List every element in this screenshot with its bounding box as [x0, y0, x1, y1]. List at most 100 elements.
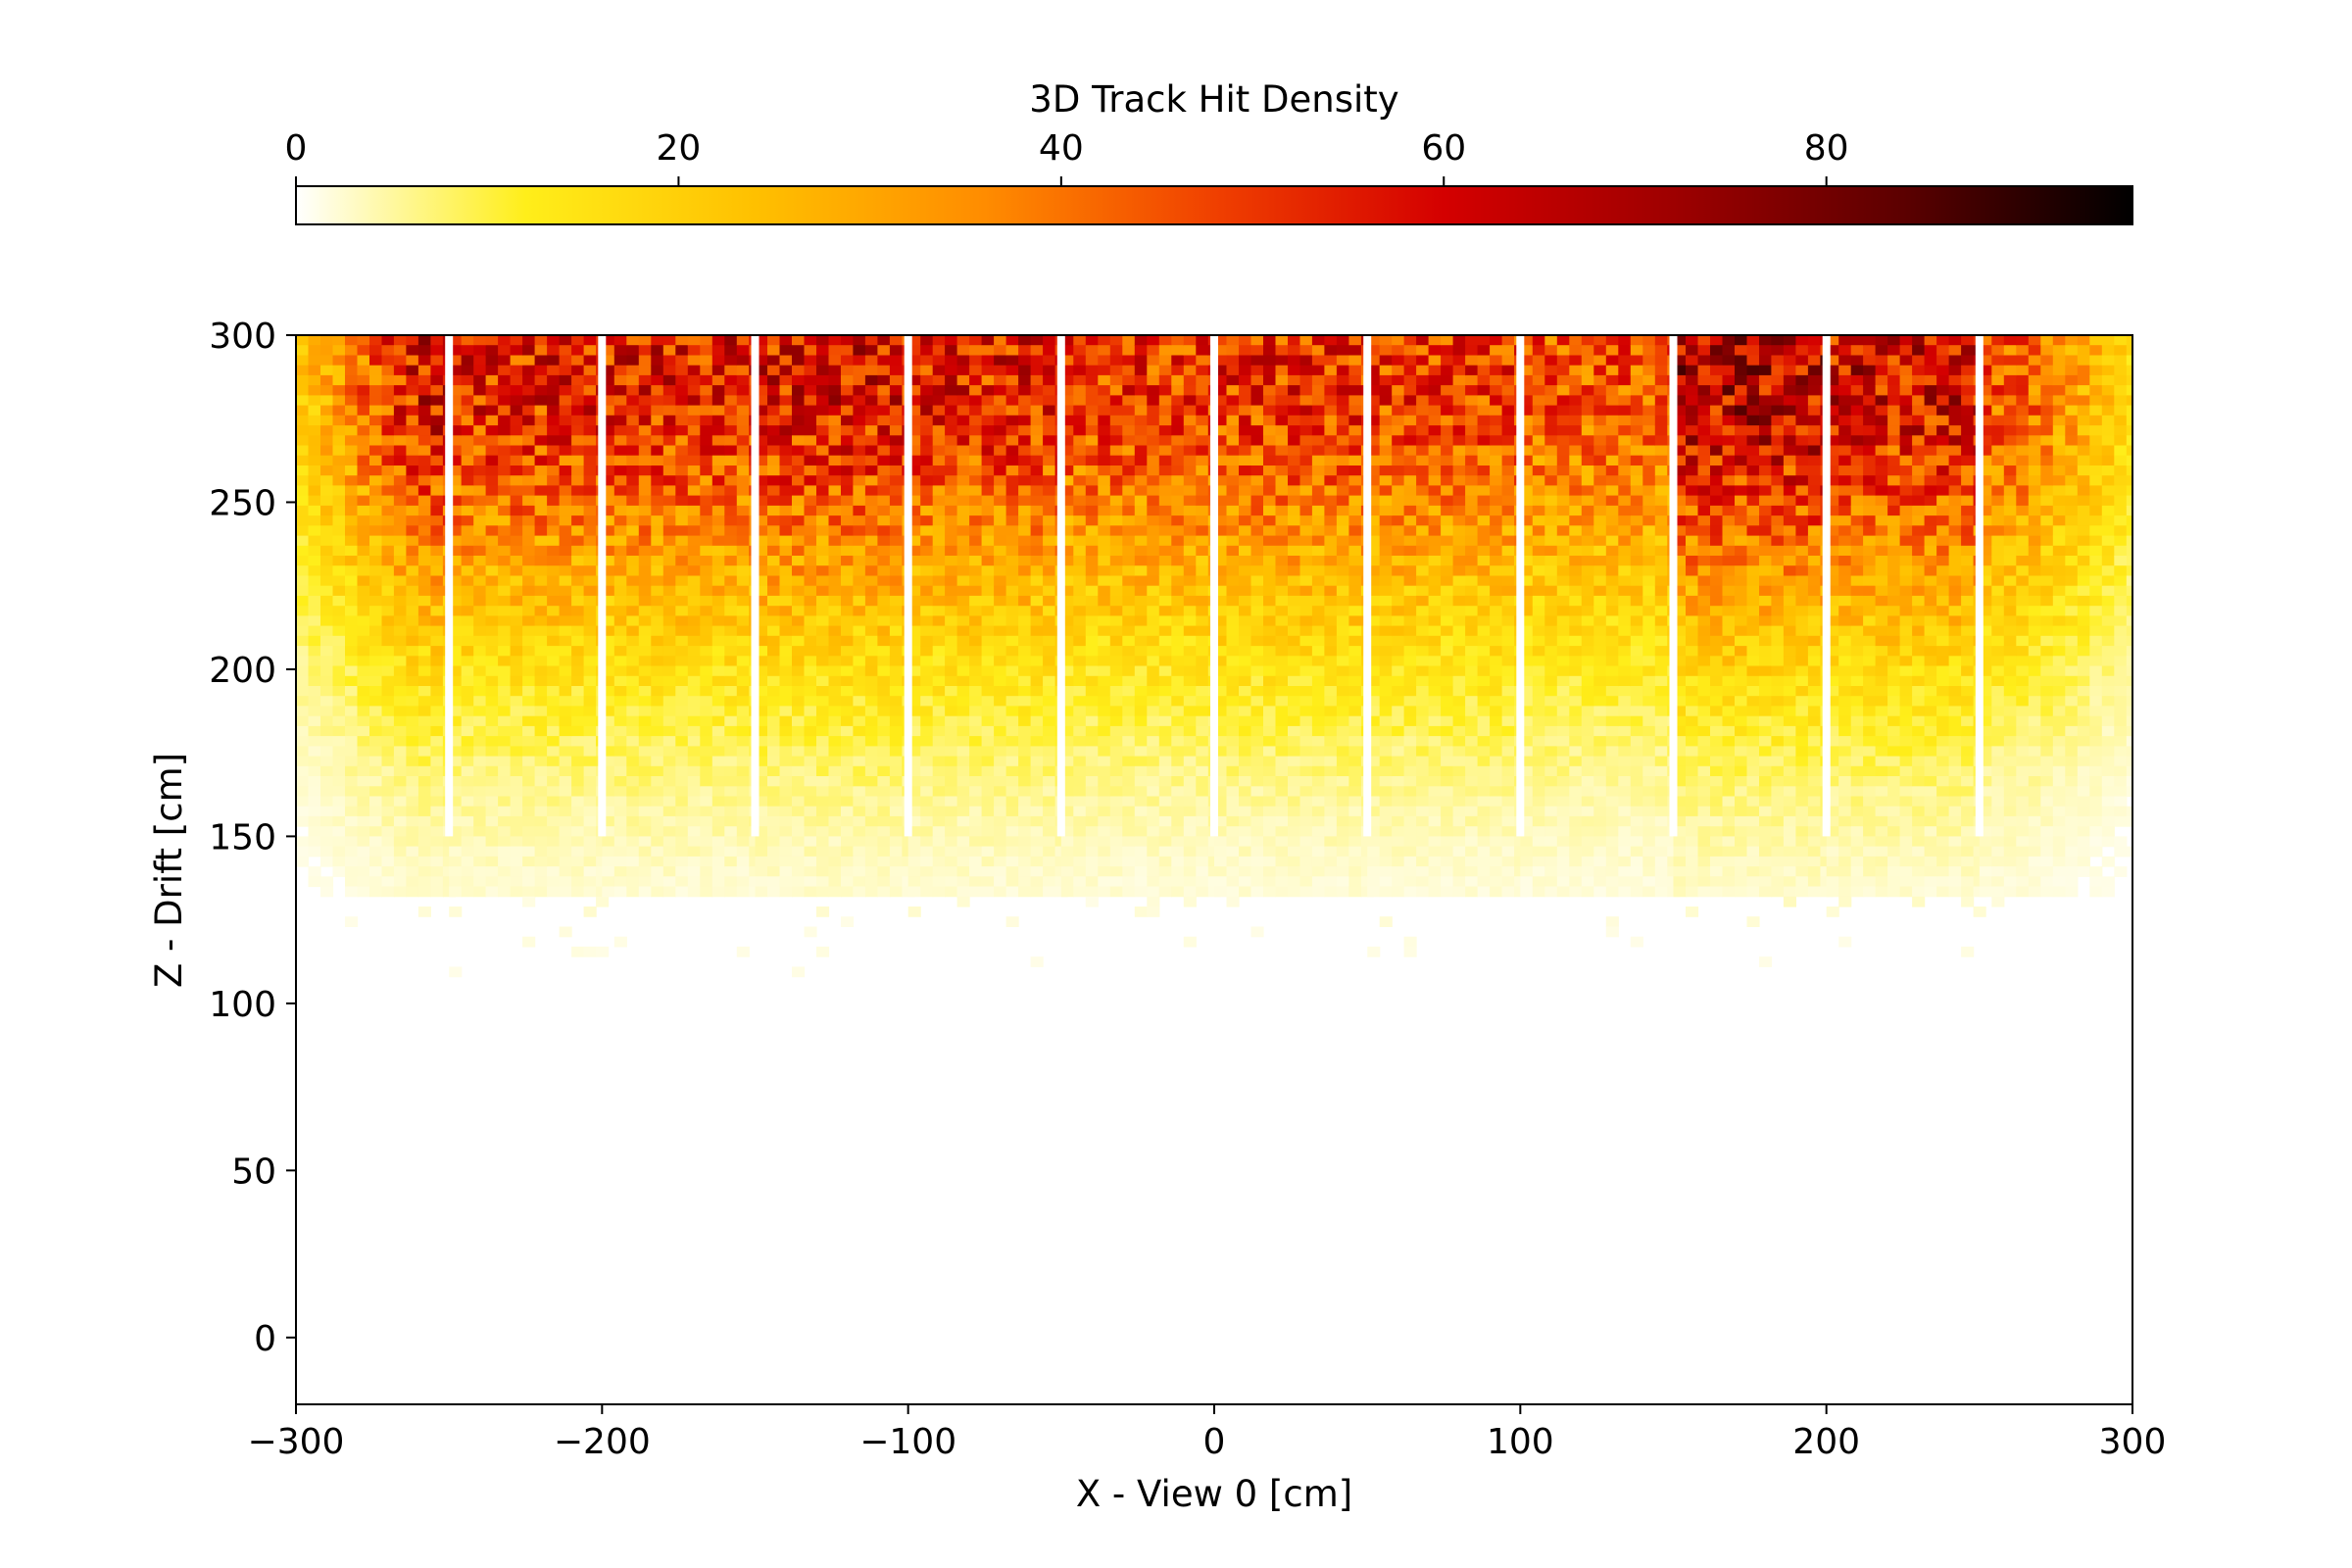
heatmap-cell — [907, 515, 921, 526]
heatmap-cell — [920, 455, 934, 466]
heatmap-cell — [417, 515, 431, 526]
heatmap-cell — [994, 656, 1007, 667]
heatmap-cell — [320, 556, 334, 566]
heatmap-cell — [981, 355, 995, 367]
heatmap-cell — [1109, 545, 1123, 557]
heatmap-cell — [1336, 646, 1349, 657]
heatmap-cell — [1214, 385, 1228, 396]
heatmap-cell — [1239, 746, 1252, 758]
heatmap-cell — [889, 505, 903, 516]
heatmap-cell — [1214, 535, 1228, 547]
heatmap-cell — [1183, 846, 1197, 858]
heatmap-cell — [779, 405, 793, 416]
heatmap-cell — [956, 876, 970, 888]
heatmap-cell — [816, 796, 830, 808]
heatmap-cell — [357, 665, 370, 677]
heatmap-cell — [1226, 686, 1240, 697]
heatmap-cell — [308, 826, 321, 837]
heatmap-cell — [994, 746, 1007, 758]
heatmap-cell — [522, 335, 536, 346]
heatmap-cell — [1239, 765, 1252, 777]
heatmap-cell — [828, 846, 842, 858]
heatmap-cell — [1158, 806, 1172, 817]
heatmap-cell — [417, 786, 431, 798]
heatmap-cell — [767, 515, 781, 526]
heatmap-cell — [662, 556, 676, 566]
heatmap-cell — [687, 876, 701, 888]
heatmap-cell — [816, 374, 830, 386]
heatmap-cell — [547, 675, 561, 687]
heatmap-cell — [1018, 866, 1032, 877]
heatmap-cell — [559, 565, 572, 576]
heatmap-cell — [461, 435, 474, 447]
heatmap-cell — [1336, 545, 1349, 557]
heatmap-cell — [1109, 385, 1123, 396]
heatmap-cell — [907, 556, 921, 566]
heatmap-cell — [853, 535, 866, 547]
heatmap-cell — [920, 615, 934, 627]
heatmap-cell — [332, 445, 346, 457]
heatmap-cell — [907, 545, 921, 557]
heatmap-cell — [828, 515, 842, 526]
heatmap-cell — [1311, 786, 1325, 798]
heatmap-cell — [841, 635, 855, 647]
heatmap-cell — [320, 565, 334, 576]
heatmap-cell — [345, 585, 359, 597]
heatmap-cell — [1263, 405, 1277, 416]
heatmap-cell — [1098, 796, 1111, 808]
heatmap-cell — [1263, 385, 1277, 396]
heatmap-cell — [662, 385, 676, 396]
heatmap-cell — [449, 876, 463, 888]
heatmap-cell — [547, 466, 561, 476]
heatmap-cell — [1147, 736, 1160, 747]
heatmap-cell — [583, 615, 597, 627]
heatmap-cell — [864, 706, 878, 717]
heatmap-cell — [320, 665, 334, 677]
heatmap-cell — [522, 896, 536, 907]
heatmap-cell — [308, 565, 321, 576]
heatmap-cell — [461, 466, 474, 476]
heatmap-cell — [853, 556, 866, 566]
heatmap-cell — [662, 475, 676, 486]
heatmap-cell — [1275, 886, 1289, 898]
heatmap-cell — [332, 696, 346, 707]
heatmap-cell — [461, 455, 474, 466]
heatmap-cell — [651, 355, 664, 367]
heatmap-cell — [1109, 595, 1123, 607]
heatmap-cell — [1311, 635, 1325, 647]
heatmap-cell — [369, 535, 383, 547]
heatmap-cell — [711, 374, 725, 386]
heatmap-cell — [755, 425, 768, 436]
heatmap-cell — [369, 405, 383, 416]
heatmap-cell — [1299, 765, 1313, 777]
heatmap-cell — [956, 656, 970, 667]
heatmap-cell — [357, 485, 370, 497]
heatmap-cell — [1085, 466, 1099, 476]
heatmap-cell — [1311, 565, 1325, 576]
heatmap-cell — [1299, 545, 1313, 557]
heatmap-cell — [687, 776, 701, 787]
heatmap-cell — [804, 826, 817, 837]
heatmap-cell — [1275, 445, 1289, 457]
heatmap-cell — [381, 395, 395, 407]
heatmap-cell — [1275, 466, 1289, 476]
heatmap-cell — [651, 345, 664, 356]
heatmap-cell — [828, 876, 842, 888]
heatmap-cell — [461, 756, 474, 767]
heatmap-cell — [1122, 585, 1136, 597]
heatmap-cell — [1122, 445, 1136, 457]
heatmap-cell — [583, 475, 597, 486]
heatmap-cell — [945, 886, 958, 898]
heatmap-cell — [920, 395, 934, 407]
heatmap-cell — [498, 445, 512, 457]
heatmap-cell — [1299, 686, 1313, 697]
heatmap-cell — [792, 826, 806, 837]
heatmap-cell — [534, 335, 548, 346]
heatmap-cell — [1299, 635, 1313, 647]
heatmap-cell — [755, 466, 768, 476]
heatmap-cell — [485, 425, 499, 436]
heatmap-cell — [864, 575, 878, 587]
heatmap-cell — [308, 876, 321, 888]
heatmap-cell — [1073, 715, 1087, 727]
heatmap-cell — [1134, 385, 1148, 396]
